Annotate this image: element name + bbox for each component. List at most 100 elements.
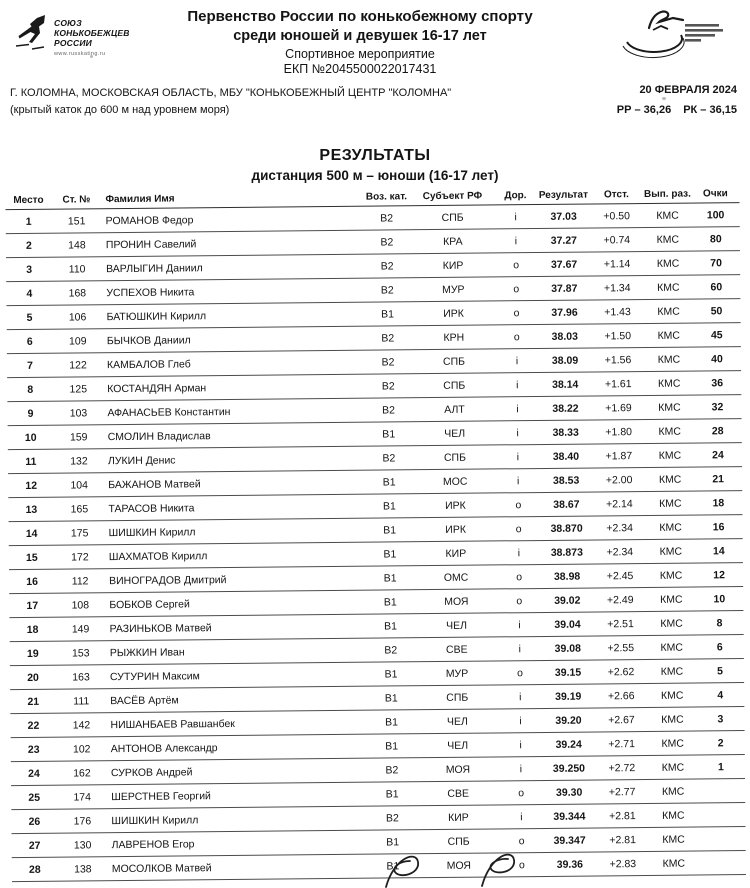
cell-name: БОБКОВ Сергей: [109, 597, 190, 611]
cell-name: НИШАНБАЕВ Равшанбек: [110, 717, 235, 731]
cell-gap: +2.77: [608, 785, 636, 798]
cell-place: 11: [25, 455, 37, 468]
cell-lane: i: [516, 402, 519, 415]
cell-bib: 108: [71, 598, 90, 612]
cell-rank: КМС: [657, 281, 680, 294]
col-header-result: Результат: [538, 189, 589, 202]
cell-place: 3: [26, 263, 33, 276]
results-heading: РЕЗУЛЬТАТЫ дистанция 500 м – юноши (16-1…: [0, 147, 750, 183]
cell-result: 38.873: [550, 546, 583, 559]
cell-gap: +2.00: [605, 473, 633, 486]
cell-lane: o: [513, 258, 520, 271]
cell-rank: КМС: [658, 473, 682, 486]
cell-place: 12: [25, 479, 38, 492]
cell-place: 23: [27, 743, 40, 756]
cell-agecat: В2: [381, 379, 395, 393]
cell-lane: i: [516, 378, 519, 391]
cell-agecat: В1: [382, 475, 396, 489]
cell-result: 37.03: [550, 210, 577, 223]
cell-gap: +1.34: [603, 281, 631, 294]
cell-result: 38.98: [553, 570, 581, 583]
cell-rank: КМС: [661, 761, 685, 774]
cell-agecat: В2: [382, 451, 396, 465]
cell-result: 39.02: [554, 594, 581, 607]
cell-bib: 125: [69, 382, 88, 396]
cell-rank: КМС: [656, 233, 680, 246]
cell-lane: i: [515, 354, 519, 367]
cell-points: 12: [713, 568, 725, 581]
cell-bib: 148: [68, 238, 86, 252]
cell-gap: +2.71: [608, 737, 636, 750]
cell-region: МОС: [442, 475, 468, 488]
cell-name: ПРОНИН Савелий: [105, 237, 197, 251]
cell-place: 27: [28, 839, 41, 852]
cell-agecat: В1: [383, 523, 397, 537]
cell-name: ВАСЁВ Артём: [110, 693, 179, 707]
org-name-line1: СОЮЗ: [54, 18, 82, 28]
cell-result: 38.53: [552, 474, 580, 487]
cell-gap: +1.56: [604, 353, 632, 366]
cell-gap: +2.55: [607, 641, 635, 654]
cell-points: 45: [710, 328, 723, 341]
cell-place: 16: [26, 575, 38, 588]
cell-lane: i: [519, 762, 523, 775]
cell-bib: 142: [72, 718, 91, 732]
cell-agecat: В2: [381, 403, 395, 417]
skater-loop-emblem-icon: [622, 10, 723, 59]
cell-agecat: В1: [384, 619, 398, 633]
results-title: РЕЗУЛЬТАТЫ: [319, 147, 431, 164]
cell-lane: o: [515, 522, 522, 535]
cell-gap: +1.61: [604, 377, 632, 390]
cell-gap: +2.49: [606, 593, 634, 606]
cell-bib: 176: [73, 814, 92, 827]
cell-rank: КМС: [656, 257, 680, 270]
cell-rank: КМС: [662, 857, 686, 870]
cell-rank: КМС: [660, 593, 683, 606]
cell-place: 7: [27, 359, 34, 372]
cell-lane: o: [516, 594, 523, 607]
cell-rank: КМС: [660, 665, 684, 678]
cell-agecat: В1: [383, 595, 397, 609]
cell-lane: i: [520, 810, 523, 823]
cell-region: ЧЕЛ: [446, 619, 468, 632]
org-name-line3: РОССИИ: [54, 38, 92, 49]
cell-bib: 175: [70, 526, 89, 540]
cell-place: 24: [28, 767, 40, 780]
cell-agecat: В2: [380, 235, 394, 249]
cell-bib: 122: [69, 358, 87, 372]
cell-name: ВИНОГРАДОВ Дмитрий: [109, 573, 227, 587]
cell-region: МОЯ: [444, 595, 469, 608]
event-date: 20 ФЕВРАЛЯ 2024: [639, 84, 737, 96]
results-subtitle: дистанция 500 м – юноши (16-17 лет): [251, 168, 499, 183]
cell-rank: КМС: [656, 209, 679, 222]
cell-rank: КМС: [657, 377, 681, 390]
cell-points: 5: [717, 664, 723, 677]
cell-gap: +2.72: [608, 761, 636, 774]
cell-name: АНТОНОВ Александр: [110, 741, 218, 755]
cell-rank: КМС: [660, 689, 684, 702]
cell-agecat: В2: [385, 811, 399, 825]
cell-gap: +2.67: [608, 713, 635, 726]
col-header-agecat: Воз. кат.: [365, 191, 408, 203]
cell-place: 4: [26, 287, 33, 300]
cell-points: 50: [710, 304, 723, 317]
cell-result: 39.08: [554, 642, 581, 655]
speed-skater-silhouette-icon: [15, 15, 45, 50]
cell-rank: КМС: [660, 617, 683, 630]
record-rk: РК – 36,15: [683, 104, 737, 116]
cell-result: 39.19: [555, 690, 582, 703]
cell-agecat: В1: [384, 691, 398, 705]
cell-lane: o: [518, 786, 525, 799]
cell-gap: +1.69: [605, 401, 632, 414]
col-header-lane: Дор.: [504, 190, 527, 202]
cell-region: МУР: [442, 283, 465, 296]
cell-gap: +2.83: [609, 857, 637, 870]
document-title-block: Первенство России по конькобежному спорт…: [145, 8, 575, 76]
cell-region: СПБ: [443, 451, 466, 464]
cell-bib: 111: [73, 694, 90, 707]
cell-lane: i: [517, 546, 521, 559]
cell-gap: +2.62: [607, 665, 635, 678]
cell-points: 14: [712, 544, 725, 557]
cell-lane: i: [518, 618, 521, 631]
scan-speckle: [90, 55, 93, 58]
